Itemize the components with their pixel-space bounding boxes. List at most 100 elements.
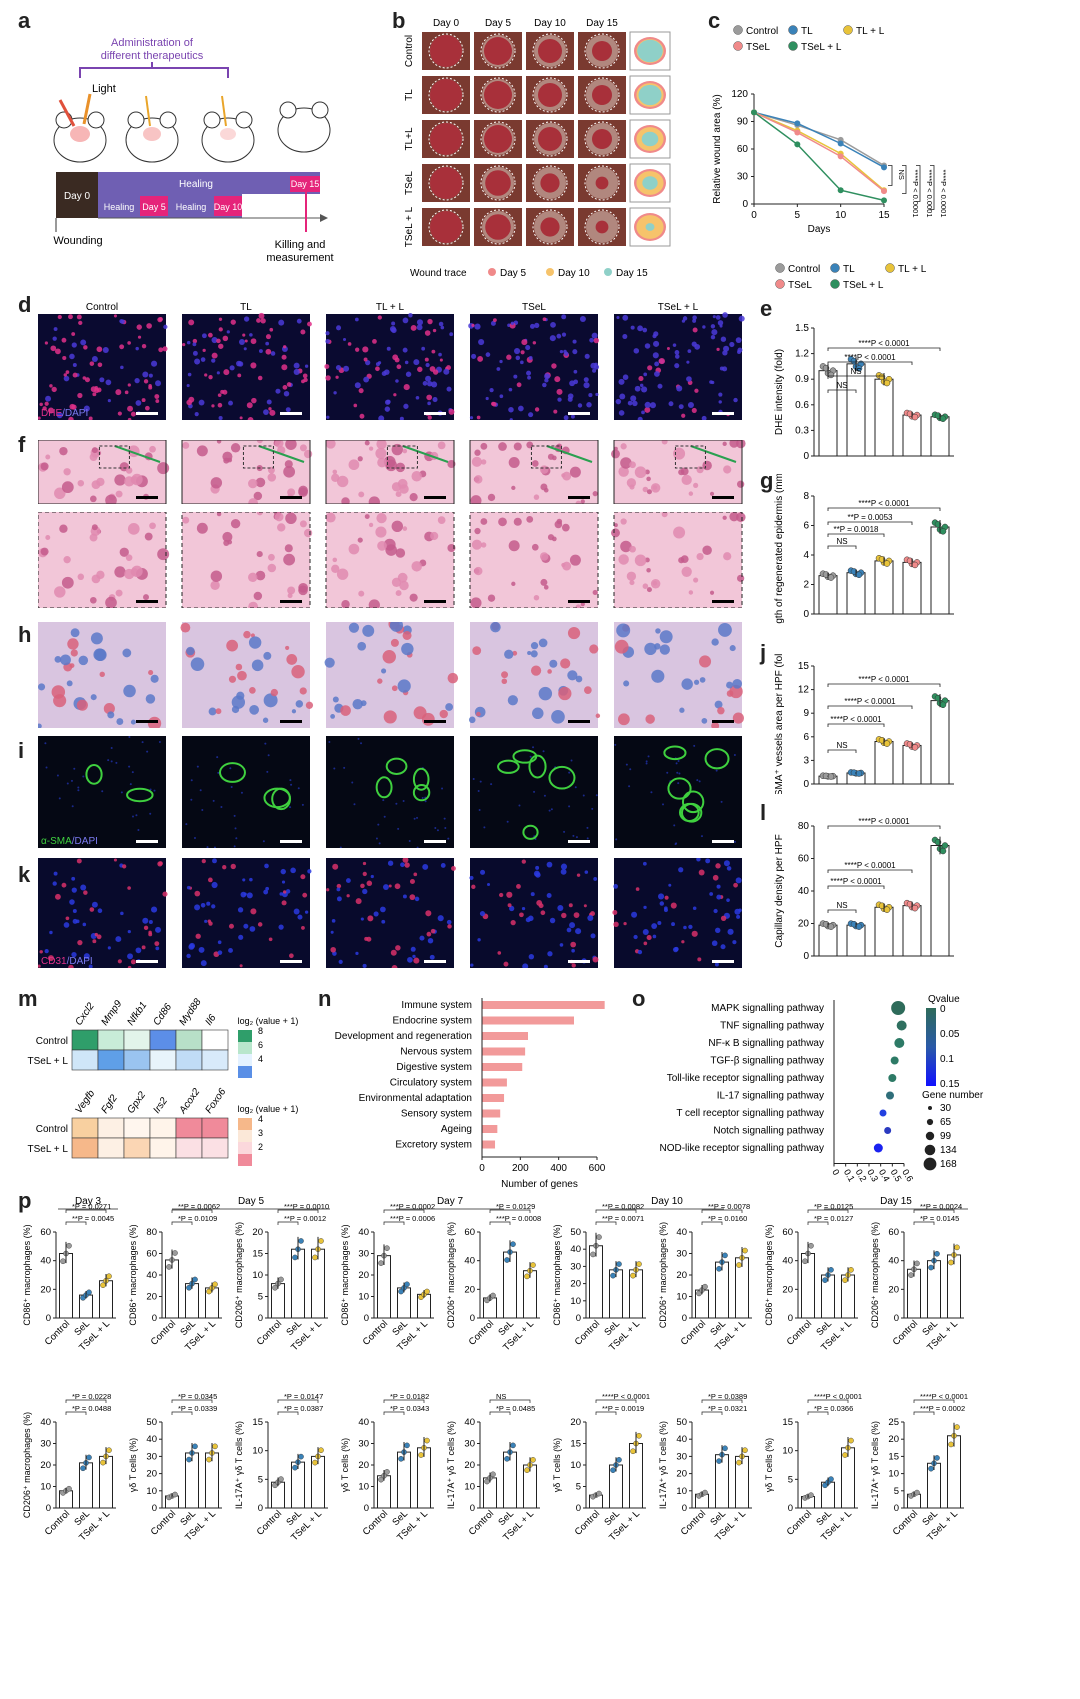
- group-legend-label: TL + L: [856, 26, 885, 37]
- gene-number-tick: 30: [940, 1103, 952, 1114]
- data-point: [610, 1272, 616, 1279]
- x-tick-label: 0.6: [900, 1168, 915, 1184]
- pathway-label: Notch signalling pathway: [713, 1126, 824, 1137]
- data-point: [596, 1490, 602, 1497]
- data-point: [312, 1254, 318, 1261]
- y-tick-label: 5: [894, 1486, 899, 1497]
- y-tick-label: 30: [676, 1249, 687, 1260]
- y-tick-label: 60: [464, 1227, 475, 1238]
- heatmap-column-label: Nfkb1: [125, 1000, 149, 1028]
- heatmap-legend-tick: 2: [258, 1142, 263, 1152]
- enrichment-point: [888, 1074, 897, 1082]
- significance-label: **P = 0.0062: [178, 1202, 220, 1211]
- significance-label: *P = 0.0147: [284, 1392, 323, 1401]
- x-tick-label: 0: [830, 1168, 841, 1177]
- series-point: [837, 153, 844, 160]
- y-tick-label: 1.5: [795, 323, 809, 334]
- y-tick-label: 60: [40, 1227, 51, 1238]
- panel-letter-h: h: [18, 622, 32, 647]
- heatmap-row-label: Control: [36, 1036, 68, 1047]
- group-legend-label: TSeL: [788, 280, 812, 291]
- data-point: [934, 1455, 940, 1461]
- bar: [482, 1001, 605, 1009]
- bar: [482, 1140, 496, 1149]
- y-tick-label: 0: [894, 1313, 899, 1324]
- y-tick-label: 6: [803, 732, 809, 743]
- bar: [482, 1016, 574, 1025]
- y-tick-label: 2: [803, 580, 809, 591]
- y-tick-label: 50: [676, 1417, 687, 1428]
- data-point: [848, 1267, 854, 1273]
- data-point: [172, 1250, 178, 1256]
- y-tick-label: 40: [40, 1417, 51, 1428]
- group-legend-swatch: [788, 25, 798, 35]
- y-axis-label: CD206⁺ macrophages (%): [870, 1222, 880, 1328]
- y-tick-label: 40: [40, 1256, 51, 1267]
- group-row-label: TSeL + L: [404, 206, 415, 247]
- significance-label: **P = 0.0019: [602, 1404, 644, 1413]
- y-tick-label: 0: [576, 1313, 581, 1324]
- y-tick-label: 3: [803, 755, 809, 766]
- panel-letter-j: j: [760, 640, 767, 665]
- bar: [482, 1094, 505, 1102]
- dhe-tile: [37, 314, 168, 423]
- data-point: [206, 1456, 212, 1463]
- chart-l-capillary-density: 0 20 40 60 80 Capillary density per HPF NS ****…: [774, 817, 954, 962]
- legend-swatch: [546, 268, 554, 276]
- y-tick-label: 20: [146, 1292, 157, 1303]
- panel-letter-b: b: [392, 8, 406, 33]
- y-tick-label: 20: [40, 1460, 51, 1471]
- y-tick-label: 0: [682, 1313, 687, 1324]
- data-point: [827, 371, 835, 379]
- y-tick-label: 60: [737, 144, 749, 155]
- he2-tile: [469, 511, 599, 611]
- day-column-label: Day 15: [586, 18, 618, 29]
- series-line: [753, 111, 885, 202]
- wound-photo: [578, 76, 626, 114]
- category-label: Nervous system: [400, 1047, 472, 1058]
- series-point: [837, 187, 844, 194]
- significance-label: ****P < 0.0001: [814, 1392, 862, 1401]
- data-point: [404, 1281, 410, 1288]
- data-point: [855, 770, 863, 777]
- wound-photo: [578, 120, 626, 158]
- data-point: [378, 1260, 384, 1266]
- heatmap-column-label: Fgf2: [99, 1093, 120, 1116]
- legend-swatch: [488, 268, 496, 276]
- heatmap-cell: [97, 1029, 125, 1051]
- x-tick-label: 0: [751, 210, 757, 221]
- he-tile: [181, 437, 313, 508]
- column-label: TSeL: [522, 302, 546, 313]
- significance-label: *P = 0.0145: [920, 1214, 959, 1223]
- significance-label: *P = 0.0339: [178, 1404, 217, 1413]
- y-tick-label: 8: [803, 491, 809, 502]
- y-tick-label: 20: [146, 1469, 157, 1480]
- series-line: [753, 111, 885, 192]
- wound-photo: [422, 76, 470, 114]
- group-legend-swatch: [733, 25, 743, 35]
- y-axis-label: IL-17A⁺ γδ T cells (%): [870, 1421, 880, 1509]
- data-point: [312, 1459, 318, 1466]
- column-label: TSeL + L: [658, 302, 699, 313]
- y-tick-label: 10: [676, 1292, 687, 1303]
- day-column-label: Day 5: [485, 18, 512, 29]
- significance-label: **P = 0.0071: [602, 1214, 644, 1223]
- y-tick-label: 0: [364, 1313, 369, 1324]
- legend-label: Day 5: [500, 268, 527, 279]
- chart-o-enrichment: MAPK signalling pathway TNF signalling pa…: [659, 994, 984, 1184]
- heatmap-cell: [175, 1029, 203, 1051]
- qvalue-tick: 0.1: [940, 1054, 954, 1065]
- data-point: [490, 1292, 496, 1299]
- bar: [482, 1032, 528, 1040]
- heatmap-legend-tick: 6: [258, 1040, 263, 1050]
- enrichment-point: [879, 1109, 887, 1117]
- he-tile: [611, 438, 746, 505]
- masson-tile: [614, 622, 744, 730]
- gene-number-title: Gene number: [922, 1090, 984, 1101]
- wound-photo: [578, 164, 626, 202]
- chart-p-flow-cytometry: Day 3 Day 5 Day 7 Day 10 Day 15 0 20 40 60 CD86⁺ …: [22, 1196, 968, 1543]
- panel-letter-g: g: [760, 468, 774, 493]
- he2-tile: [611, 511, 746, 609]
- y-axis-label: IL-17A⁺ γδ T cells (%): [658, 1421, 668, 1509]
- data-point: [424, 1437, 430, 1444]
